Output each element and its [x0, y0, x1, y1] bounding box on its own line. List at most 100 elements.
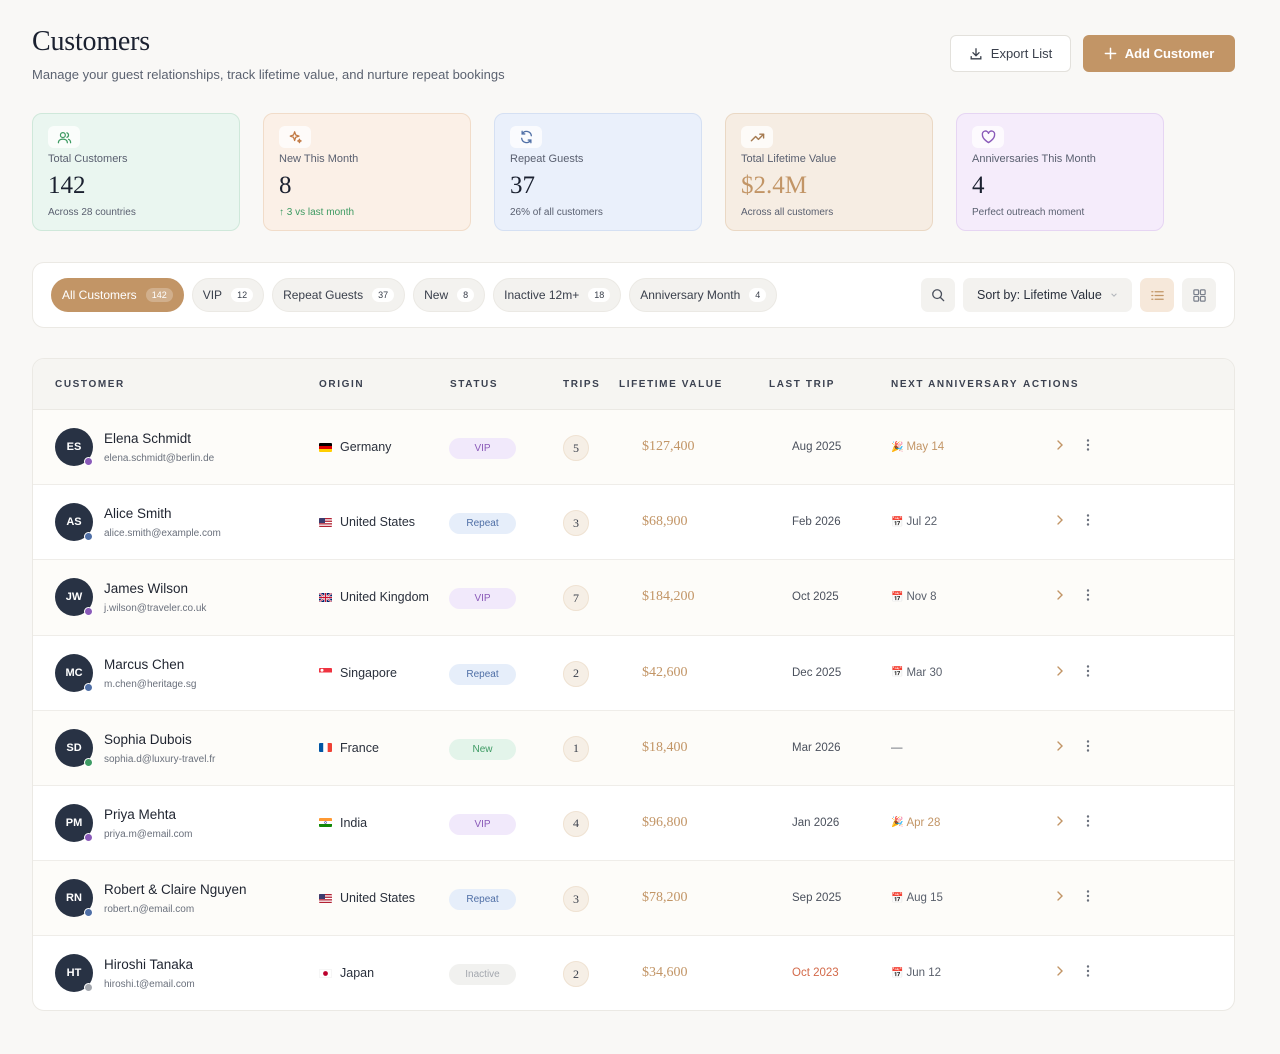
- trips-count: 2: [563, 660, 589, 687]
- anniversary-date: Jul 22: [906, 516, 938, 529]
- filter-chip-all-customers[interactable]: All Customers 142: [51, 278, 184, 312]
- more-vertical-icon: [1086, 965, 1090, 978]
- more-actions-button[interactable]: [1081, 438, 1095, 457]
- column-header-status[interactable]: STATUS: [450, 379, 499, 390]
- stat-card-anniversaries-this-month: Anniversaries This Month 4 Perfect outreac…: [956, 113, 1164, 231]
- anniversary-date: May 14: [906, 441, 945, 453]
- avatar: JW: [55, 578, 93, 617]
- table-row[interactable]: AS Alice Smith alice.smith@example.com Unit…: [33, 485, 1234, 561]
- view-customer-button[interactable]: [1053, 814, 1067, 833]
- status-badge: VIP: [449, 438, 516, 459]
- customer-name[interactable]: Marcus Chen: [104, 656, 185, 672]
- chevron-right-icon: [1057, 440, 1063, 450]
- export-list-button[interactable]: Export List: [950, 35, 1071, 72]
- customer-name[interactable]: Alice Smith: [104, 506, 172, 522]
- country-label: Japan: [340, 966, 375, 981]
- column-header-customer[interactable]: CUSTOMER: [55, 379, 125, 390]
- flag-in-icon: [319, 818, 332, 828]
- column-header-actions: ACTIONS: [1023, 379, 1080, 390]
- filter-chip-inactive-12m-[interactable]: Inactive 12m+ 18: [493, 278, 622, 312]
- view-customer-button[interactable]: [1053, 664, 1067, 683]
- view-customer-button[interactable]: [1053, 739, 1067, 758]
- customer-name[interactable]: Sophia Dubois: [104, 731, 192, 747]
- list-view-button[interactable]: [1140, 278, 1174, 312]
- more-actions-button[interactable]: [1081, 814, 1095, 833]
- table-row[interactable]: PM Priya Mehta priya.m@email.com India VIP 4 $…: [33, 786, 1234, 862]
- avatar: ES: [55, 428, 93, 466]
- refresh-icon: [510, 126, 542, 148]
- view-customer-button[interactable]: [1053, 588, 1067, 607]
- customer-name[interactable]: Priya Mehta: [104, 806, 177, 822]
- column-header-last-trip[interactable]: LAST TRIP: [769, 379, 836, 390]
- customer-email: j.wilson@traveler.co.uk: [104, 603, 207, 615]
- search-button[interactable]: [921, 278, 955, 312]
- filter-chip-anniversary-month[interactable]: Anniversary Month 4: [629, 278, 778, 312]
- last-trip: Oct 2025: [792, 591, 839, 604]
- status-badge: VIP: [449, 588, 516, 610]
- status-badge: Repeat: [449, 513, 516, 535]
- column-header-lifetime-value[interactable]: LIFETIME VALUE: [619, 379, 723, 390]
- customer-name[interactable]: Hiroshi Tanaka: [104, 957, 194, 973]
- filter-chip-repeat-guests[interactable]: Repeat Guests 37: [272, 278, 406, 312]
- sort-select[interactable]: Sort by: Lifetime Value: [963, 278, 1132, 312]
- status-badge: New: [449, 738, 516, 760]
- grid-icon: [1192, 288, 1206, 302]
- table-row[interactable]: HT Hiroshi Tanaka hiroshi.t@email.com Japan…: [33, 936, 1234, 1010]
- filter-chip-new[interactable]: New 8: [413, 278, 486, 312]
- plus-icon: [1104, 47, 1117, 60]
- customer-name[interactable]: Elena Schmidt: [104, 431, 192, 446]
- filter-chip-count: 4: [749, 288, 767, 302]
- avatar: MC: [55, 653, 93, 692]
- table-row[interactable]: JW James Wilson j.wilson@traveler.co.uk Uni…: [33, 560, 1234, 636]
- table-row[interactable]: SD Sophia Dubois sophia.d@luxury-travel.fr…: [33, 710, 1234, 786]
- trips-count: 4: [563, 810, 589, 837]
- table-row[interactable]: RN Robert & Claire Nguyen robert.n@email.c…: [33, 861, 1234, 937]
- customer-origin: United Kingdom: [319, 590, 429, 604]
- more-actions-button[interactable]: [1081, 588, 1095, 607]
- trips-count: 7: [563, 585, 589, 612]
- more-actions-button[interactable]: [1081, 889, 1095, 908]
- stat-label: Repeat Guests: [510, 153, 584, 165]
- country-label: Singapore: [340, 665, 397, 680]
- country-label: India: [340, 815, 368, 830]
- avatar: PM: [55, 803, 93, 842]
- heart-icon: [972, 126, 1004, 148]
- table-row[interactable]: MC Marcus Chen m.chen@heritage.sg Singapore…: [33, 636, 1234, 711]
- view-customer-button[interactable]: [1053, 889, 1067, 908]
- avatar: SD: [55, 728, 93, 767]
- more-actions-button[interactable]: [1081, 513, 1095, 532]
- customer-name[interactable]: Robert & Claire Nguyen: [104, 882, 247, 898]
- filter-chip-label: All Customers: [62, 288, 137, 302]
- more-actions-button[interactable]: [1081, 739, 1095, 758]
- status-badge: VIP: [449, 813, 516, 835]
- export-list-label: Export List: [990, 46, 1053, 61]
- flag-us-icon: [319, 517, 332, 527]
- view-customer-button[interactable]: [1053, 438, 1067, 457]
- column-header-origin[interactable]: ORIGIN: [319, 379, 365, 390]
- view-customer-button[interactable]: [1053, 964, 1067, 983]
- add-customer-button[interactable]: Add Customer: [1083, 35, 1235, 72]
- party-popper-icon: 🎉: [891, 817, 904, 829]
- customer-name[interactable]: James Wilson: [104, 581, 189, 597]
- customer-origin: Japan: [319, 966, 374, 980]
- lifetime-value: $127,400: [642, 439, 695, 454]
- calendar-icon: 📅: [891, 967, 904, 979]
- grid-view-button[interactable]: [1182, 278, 1216, 312]
- country-label: United States: [340, 891, 416, 906]
- customers-table: CUSTOMER ORIGIN STATUS TRIPS LIFETIME VA…: [32, 358, 1235, 1011]
- column-header-trips[interactable]: TRIPS: [563, 379, 601, 390]
- view-customer-button[interactable]: [1053, 513, 1067, 532]
- filter-chip-count: 18: [588, 288, 611, 302]
- customer-email: m.chen@heritage.sg: [104, 678, 197, 690]
- chevron-right-icon: [1057, 515, 1063, 525]
- more-actions-button[interactable]: [1081, 964, 1095, 983]
- table-header: CUSTOMER ORIGIN STATUS TRIPS LIFETIME VA…: [33, 359, 1234, 410]
- chevron-right-icon: [1057, 891, 1063, 901]
- chevron-right-icon: [1057, 590, 1063, 601]
- more-actions-button[interactable]: [1081, 664, 1095, 683]
- status-dot: [84, 757, 93, 767]
- filter-chips: All Customers 142 VIP 12 Repeat Guests 37 New 8…: [51, 278, 785, 312]
- filter-chip-vip[interactable]: VIP 12: [191, 278, 265, 312]
- table-row[interactable]: ES Elena Schmidt elena.schmidt@berlin.de Ge…: [33, 410, 1234, 486]
- column-header-next-anniversary[interactable]: NEXT ANNIVERSARY: [891, 379, 1019, 390]
